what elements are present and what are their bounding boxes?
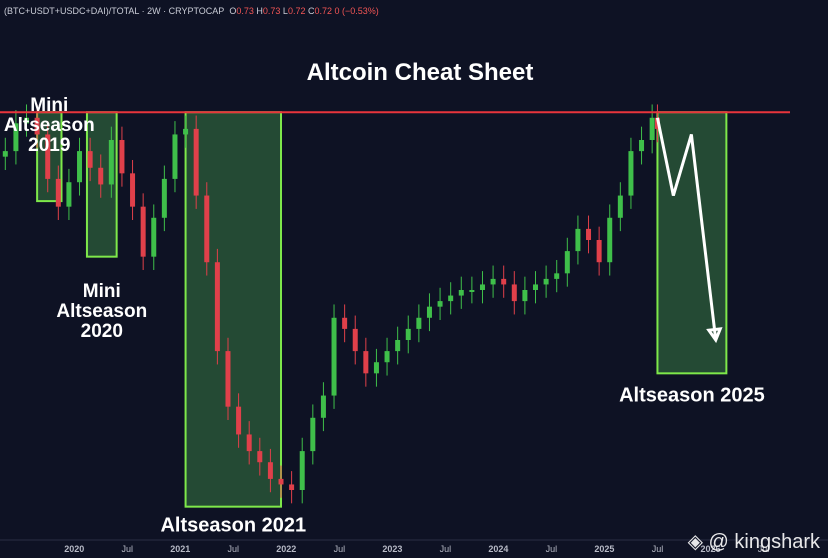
candle-body xyxy=(554,273,560,279)
candle-body xyxy=(352,328,358,352)
chart-title: Altcoin Cheat Sheet xyxy=(307,59,534,86)
candle-body xyxy=(267,462,273,479)
x-tick-label: Jul xyxy=(228,544,240,554)
candle-body xyxy=(183,128,189,135)
open-label: O xyxy=(229,6,237,16)
change-value: 0 (−0.53%) xyxy=(334,6,379,16)
candle-body xyxy=(77,151,83,183)
x-tick-label: 2025 xyxy=(594,544,614,554)
candle-body xyxy=(490,278,496,285)
candle-body xyxy=(501,278,507,285)
candle-body xyxy=(469,290,475,292)
candle-body xyxy=(458,290,464,296)
candle-body xyxy=(596,240,602,263)
close-value: 0.72 xyxy=(314,6,333,16)
projection-arrow xyxy=(655,117,718,341)
candle-body xyxy=(193,128,199,196)
x-tick-label: Jul xyxy=(121,544,133,554)
high-value: 0.73 xyxy=(262,6,281,16)
candle-body xyxy=(639,140,645,152)
candle-body xyxy=(405,328,411,340)
candle-body xyxy=(204,195,210,263)
candle-body xyxy=(161,178,167,218)
candle-body xyxy=(479,284,485,290)
candle-body xyxy=(320,395,326,418)
candle-body xyxy=(172,134,178,179)
candle-body xyxy=(214,262,220,352)
candle-body xyxy=(289,484,295,490)
candle-body xyxy=(384,351,390,363)
candle-body xyxy=(533,284,539,290)
low-label: L xyxy=(282,6,288,16)
watermark: ◈ @ kingshark xyxy=(688,529,820,554)
candle-body xyxy=(119,140,125,174)
zone-label-3: Altseason 2021 xyxy=(160,515,306,537)
candle-body xyxy=(395,340,401,352)
candle-body xyxy=(373,362,379,374)
candle-body xyxy=(34,117,40,135)
x-tick-label: 2022 xyxy=(276,544,296,554)
candle-body xyxy=(151,217,157,257)
close-label: C xyxy=(307,6,315,16)
candle-body xyxy=(543,278,549,285)
candle-body xyxy=(363,351,369,374)
x-tick-label: 2026 xyxy=(700,544,720,554)
x-tick-label: 2021 xyxy=(170,544,190,554)
x-tick-label: Jul xyxy=(758,544,770,554)
candle-body xyxy=(299,451,305,490)
zone-label-1: Mini Altseason 2019 xyxy=(4,95,95,156)
symbol-text: (BTC+USDT+USDC+DAI)/TOTAL · 2W · CRYPTOC… xyxy=(4,6,225,16)
chart-header: (BTC+USDT+USDC+DAI)/TOTAL · 2W · CRYPTOC… xyxy=(4,6,379,16)
zone-label-4: Altseason 2025 xyxy=(619,384,765,406)
candle-body xyxy=(2,151,8,157)
candle-body xyxy=(225,351,231,407)
candle-body xyxy=(564,251,570,274)
candle-body xyxy=(416,317,422,329)
candle-body xyxy=(575,228,581,252)
watermark-text: @ kingshark xyxy=(708,531,820,553)
open-value: 0.73 xyxy=(236,6,254,16)
candle-body xyxy=(108,140,114,185)
candle-body xyxy=(246,434,252,452)
candle-body xyxy=(342,317,348,329)
x-tick-label: 2024 xyxy=(488,544,508,554)
candle-body xyxy=(331,317,337,396)
candle-body xyxy=(98,167,104,185)
altseason-zone-3 xyxy=(184,111,283,508)
candle-body xyxy=(66,182,72,207)
candle-body xyxy=(257,451,263,463)
candle-body xyxy=(87,151,93,168)
candle-body xyxy=(437,301,443,307)
candle-body xyxy=(130,173,136,207)
candle-body xyxy=(511,284,517,302)
candle-body xyxy=(13,123,19,152)
candle-body xyxy=(24,117,30,124)
candle-body xyxy=(617,195,623,218)
candle-body xyxy=(426,306,432,318)
candle-body xyxy=(278,478,284,485)
binance-logo-icon: ◈ xyxy=(687,531,703,553)
projection-arrowhead xyxy=(706,327,723,344)
x-tick-label: 2020 xyxy=(64,544,84,554)
x-tick-label: Jul xyxy=(652,544,664,554)
candle-body xyxy=(607,217,613,263)
candle-body xyxy=(586,228,592,240)
low-value: 0.72 xyxy=(287,6,306,16)
zone-label-2: Mini Altseason 2020 xyxy=(56,281,147,342)
candle-body xyxy=(628,151,634,196)
candle-body xyxy=(310,417,316,452)
x-tick-label: Jul xyxy=(546,544,558,554)
candle-body xyxy=(448,295,454,302)
candle-body xyxy=(45,134,51,179)
x-tick-label: 2023 xyxy=(382,544,402,554)
x-tick-label: Jul xyxy=(440,544,452,554)
candle-body xyxy=(140,206,146,257)
candle-body xyxy=(236,406,242,435)
high-label: H xyxy=(256,6,263,16)
candle-body xyxy=(55,178,61,207)
candle-body xyxy=(649,117,655,140)
candle-body xyxy=(522,290,528,302)
x-tick-label: Jul xyxy=(334,544,346,554)
